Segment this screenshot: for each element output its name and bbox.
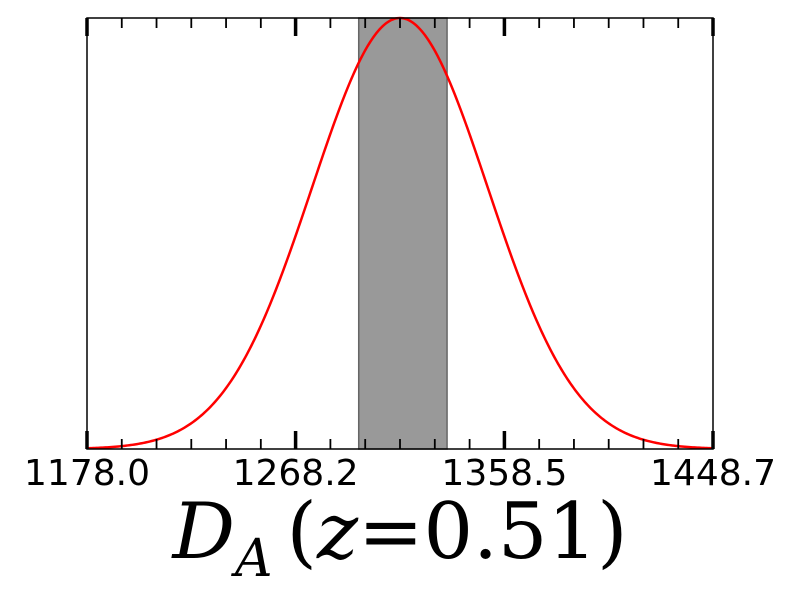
x-tick-labels: 1178.0 1268.2 1358.5 1448.7 xyxy=(24,453,776,494)
x-tick-label: 1448.7 xyxy=(650,453,776,494)
shaded-band xyxy=(357,17,448,450)
x-axis-label-subscript: A xyxy=(231,529,273,589)
x-tick-label: 1358.5 xyxy=(441,453,567,494)
x-tick-label: 1178.0 xyxy=(24,453,150,494)
plot-frame xyxy=(86,17,714,450)
x-axis-label: DA (z=0.51) xyxy=(170,487,627,589)
x-tick-label: 1268.2 xyxy=(233,453,359,494)
